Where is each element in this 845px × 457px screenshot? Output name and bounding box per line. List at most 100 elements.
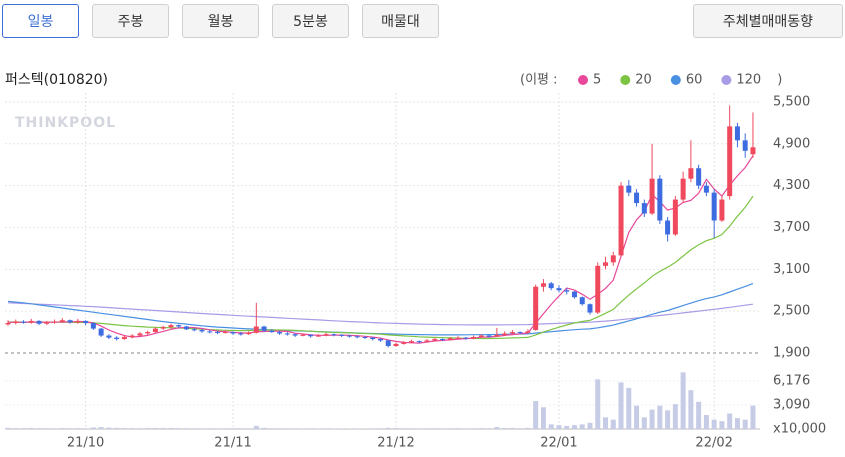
candle-body bbox=[152, 328, 158, 333]
candle-body bbox=[160, 327, 166, 329]
volume-bar bbox=[28, 427, 34, 429]
volume-tick-label: 6,176 bbox=[773, 374, 810, 389]
volume-bar bbox=[323, 428, 329, 429]
candle-body bbox=[261, 326, 267, 331]
volume-bar bbox=[657, 405, 663, 429]
volume-bar bbox=[665, 410, 671, 429]
volume-bar bbox=[183, 428, 189, 429]
candle-body bbox=[393, 343, 399, 347]
candle-body bbox=[494, 334, 500, 337]
tab-button[interactable]: 일봉 bbox=[2, 4, 79, 38]
candle-body bbox=[199, 329, 205, 332]
candle-body bbox=[230, 332, 236, 334]
volume-bar bbox=[59, 428, 65, 429]
candle-body bbox=[680, 178, 686, 200]
volume-bar bbox=[517, 428, 523, 429]
candle-body bbox=[284, 333, 290, 335]
candle-body bbox=[21, 321, 27, 323]
candle-body bbox=[610, 255, 616, 263]
volume-bar bbox=[401, 428, 407, 429]
volume-bar bbox=[471, 428, 477, 429]
volume-bar bbox=[618, 382, 624, 429]
candle-body bbox=[75, 320, 81, 323]
candle-body bbox=[331, 334, 337, 336]
volume-bar bbox=[331, 428, 337, 429]
ma-line bbox=[7, 302, 754, 326]
volume-bar bbox=[36, 428, 42, 429]
volume-bar bbox=[114, 427, 120, 429]
volume-bar bbox=[222, 428, 228, 429]
candle-body bbox=[67, 320, 73, 323]
candle-body bbox=[424, 340, 430, 342]
y-tick-label: 4,900 bbox=[773, 136, 810, 151]
candle-body bbox=[269, 330, 275, 333]
candle-body bbox=[416, 341, 422, 343]
candle-body bbox=[114, 337, 120, 340]
tab-button[interactable]: 5분봉 bbox=[272, 4, 349, 38]
candle-body bbox=[703, 185, 709, 193]
volume-bar bbox=[160, 427, 166, 429]
volume-bar bbox=[393, 428, 399, 429]
volume-bar bbox=[199, 428, 205, 429]
candle-body bbox=[137, 333, 143, 336]
candle-body bbox=[354, 336, 360, 338]
volume-bar bbox=[191, 428, 197, 429]
volume-bar bbox=[703, 415, 709, 429]
volume-unit: x10,000 bbox=[773, 422, 826, 437]
candle-body bbox=[719, 199, 725, 221]
legend-suffix: ) bbox=[777, 73, 782, 88]
volume-bar bbox=[494, 427, 500, 429]
candle-body bbox=[455, 337, 461, 339]
candle-body bbox=[579, 297, 585, 305]
tab-button[interactable]: 월봉 bbox=[182, 4, 259, 38]
candle-body bbox=[478, 335, 484, 337]
candle-body bbox=[603, 262, 609, 266]
volume-bar bbox=[21, 428, 27, 429]
candle-body bbox=[277, 332, 283, 334]
candle-body bbox=[59, 320, 65, 322]
tab-button[interactable]: 주봉 bbox=[92, 4, 169, 38]
volume-bar bbox=[571, 425, 577, 429]
volume-bar bbox=[463, 428, 469, 429]
volume-bar bbox=[215, 428, 221, 429]
candle-body bbox=[432, 339, 438, 341]
candle-body bbox=[447, 338, 453, 340]
volume-bar bbox=[719, 421, 725, 429]
candle-body bbox=[377, 339, 383, 341]
candle-body bbox=[176, 325, 182, 327]
volume-bar bbox=[230, 428, 236, 429]
volume-bar bbox=[90, 427, 96, 429]
candle-body bbox=[83, 320, 89, 324]
candle-body bbox=[145, 332, 151, 334]
candle-body bbox=[649, 178, 655, 214]
chart-title: 퍼스텍(010820) bbox=[5, 72, 108, 88]
legend-swatch bbox=[620, 75, 631, 85]
volume-bar bbox=[579, 424, 585, 429]
volume-bar bbox=[176, 428, 182, 429]
candle-body bbox=[657, 178, 663, 221]
candle-body bbox=[525, 331, 531, 333]
candle-body bbox=[517, 332, 523, 334]
x-tick-label: 21/11 bbox=[214, 436, 251, 451]
candle-body bbox=[571, 291, 577, 298]
candle-body bbox=[44, 322, 50, 324]
volume-bar bbox=[626, 387, 632, 429]
volume-bar bbox=[269, 428, 275, 429]
candle-body bbox=[5, 323, 11, 325]
x-tick-label: 21/10 bbox=[67, 436, 104, 451]
legend-swatch bbox=[578, 75, 588, 85]
legend-prefix: (이평 : bbox=[520, 73, 558, 88]
volume-bar bbox=[98, 427, 104, 429]
ma-line bbox=[8, 195, 754, 340]
tab-button[interactable]: 매물대 bbox=[362, 4, 439, 38]
candle-body bbox=[253, 326, 259, 333]
volume-bar bbox=[83, 428, 89, 429]
candle-body bbox=[556, 288, 562, 291]
volume-bar bbox=[416, 428, 422, 429]
candle-body bbox=[222, 332, 228, 334]
action-button[interactable]: 주체별매매동향 bbox=[693, 4, 843, 38]
volume-bar bbox=[129, 428, 135, 429]
volume-bar bbox=[564, 425, 570, 429]
